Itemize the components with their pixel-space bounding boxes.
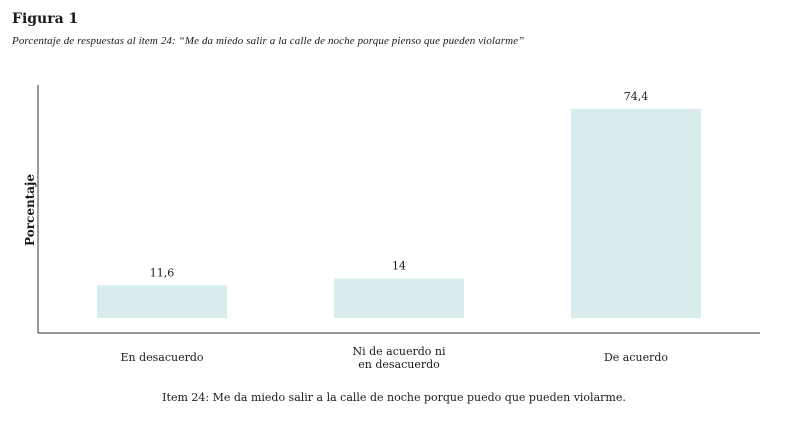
bar-value-label-1: 14 xyxy=(392,260,406,273)
category-label-2: De acuerdo xyxy=(604,351,668,364)
bar-value-label-0: 11,6 xyxy=(150,266,175,279)
category-label-1-line-0: Ni de acuerdo ni xyxy=(352,345,446,358)
bar-2 xyxy=(571,108,701,318)
category-label-1-line-1: en desacuerdo xyxy=(358,358,440,371)
x-axis-label: Item 24: Me da miedo salir a la calle de… xyxy=(162,391,626,404)
category-label-0: En desacuerdo xyxy=(120,351,203,364)
figure-label: Figura 1 xyxy=(12,11,79,27)
bar-1 xyxy=(334,278,464,318)
bar-0 xyxy=(97,285,227,318)
bar-value-label-2: 74,4 xyxy=(624,90,649,103)
figure-title: Porcentaje de respuestas al ítem 24: “Me… xyxy=(12,35,525,47)
